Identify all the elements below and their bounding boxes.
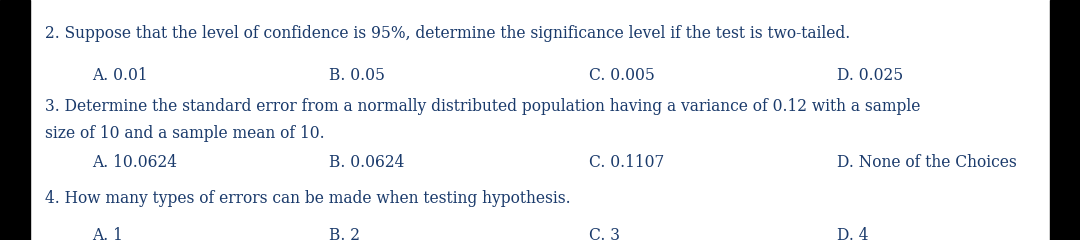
Text: A. 10.0624: A. 10.0624 — [92, 154, 177, 171]
Text: C. 0.005: C. 0.005 — [589, 67, 654, 84]
Text: D. 0.025: D. 0.025 — [837, 67, 903, 84]
Text: B. 2: B. 2 — [329, 227, 361, 240]
Text: D. None of the Choices: D. None of the Choices — [837, 154, 1016, 171]
Text: A. 0.01: A. 0.01 — [92, 67, 148, 84]
Text: 4. How many types of errors can be made when testing hypothesis.: 4. How many types of errors can be made … — [45, 190, 571, 207]
Text: D. 4: D. 4 — [837, 227, 868, 240]
Text: 3. Determine the standard error from a normally distributed population having a : 3. Determine the standard error from a n… — [45, 98, 921, 115]
Text: C. 3: C. 3 — [589, 227, 620, 240]
Text: size of 10 and a sample mean of 10.: size of 10 and a sample mean of 10. — [45, 125, 325, 142]
Text: A. 1: A. 1 — [92, 227, 123, 240]
Text: C. 0.1107: C. 0.1107 — [589, 154, 664, 171]
Text: B. 0.0624: B. 0.0624 — [329, 154, 405, 171]
Text: B. 0.05: B. 0.05 — [329, 67, 386, 84]
Text: 2. Suppose that the level of confidence is 95%, determine the significance level: 2. Suppose that the level of confidence … — [45, 25, 851, 42]
